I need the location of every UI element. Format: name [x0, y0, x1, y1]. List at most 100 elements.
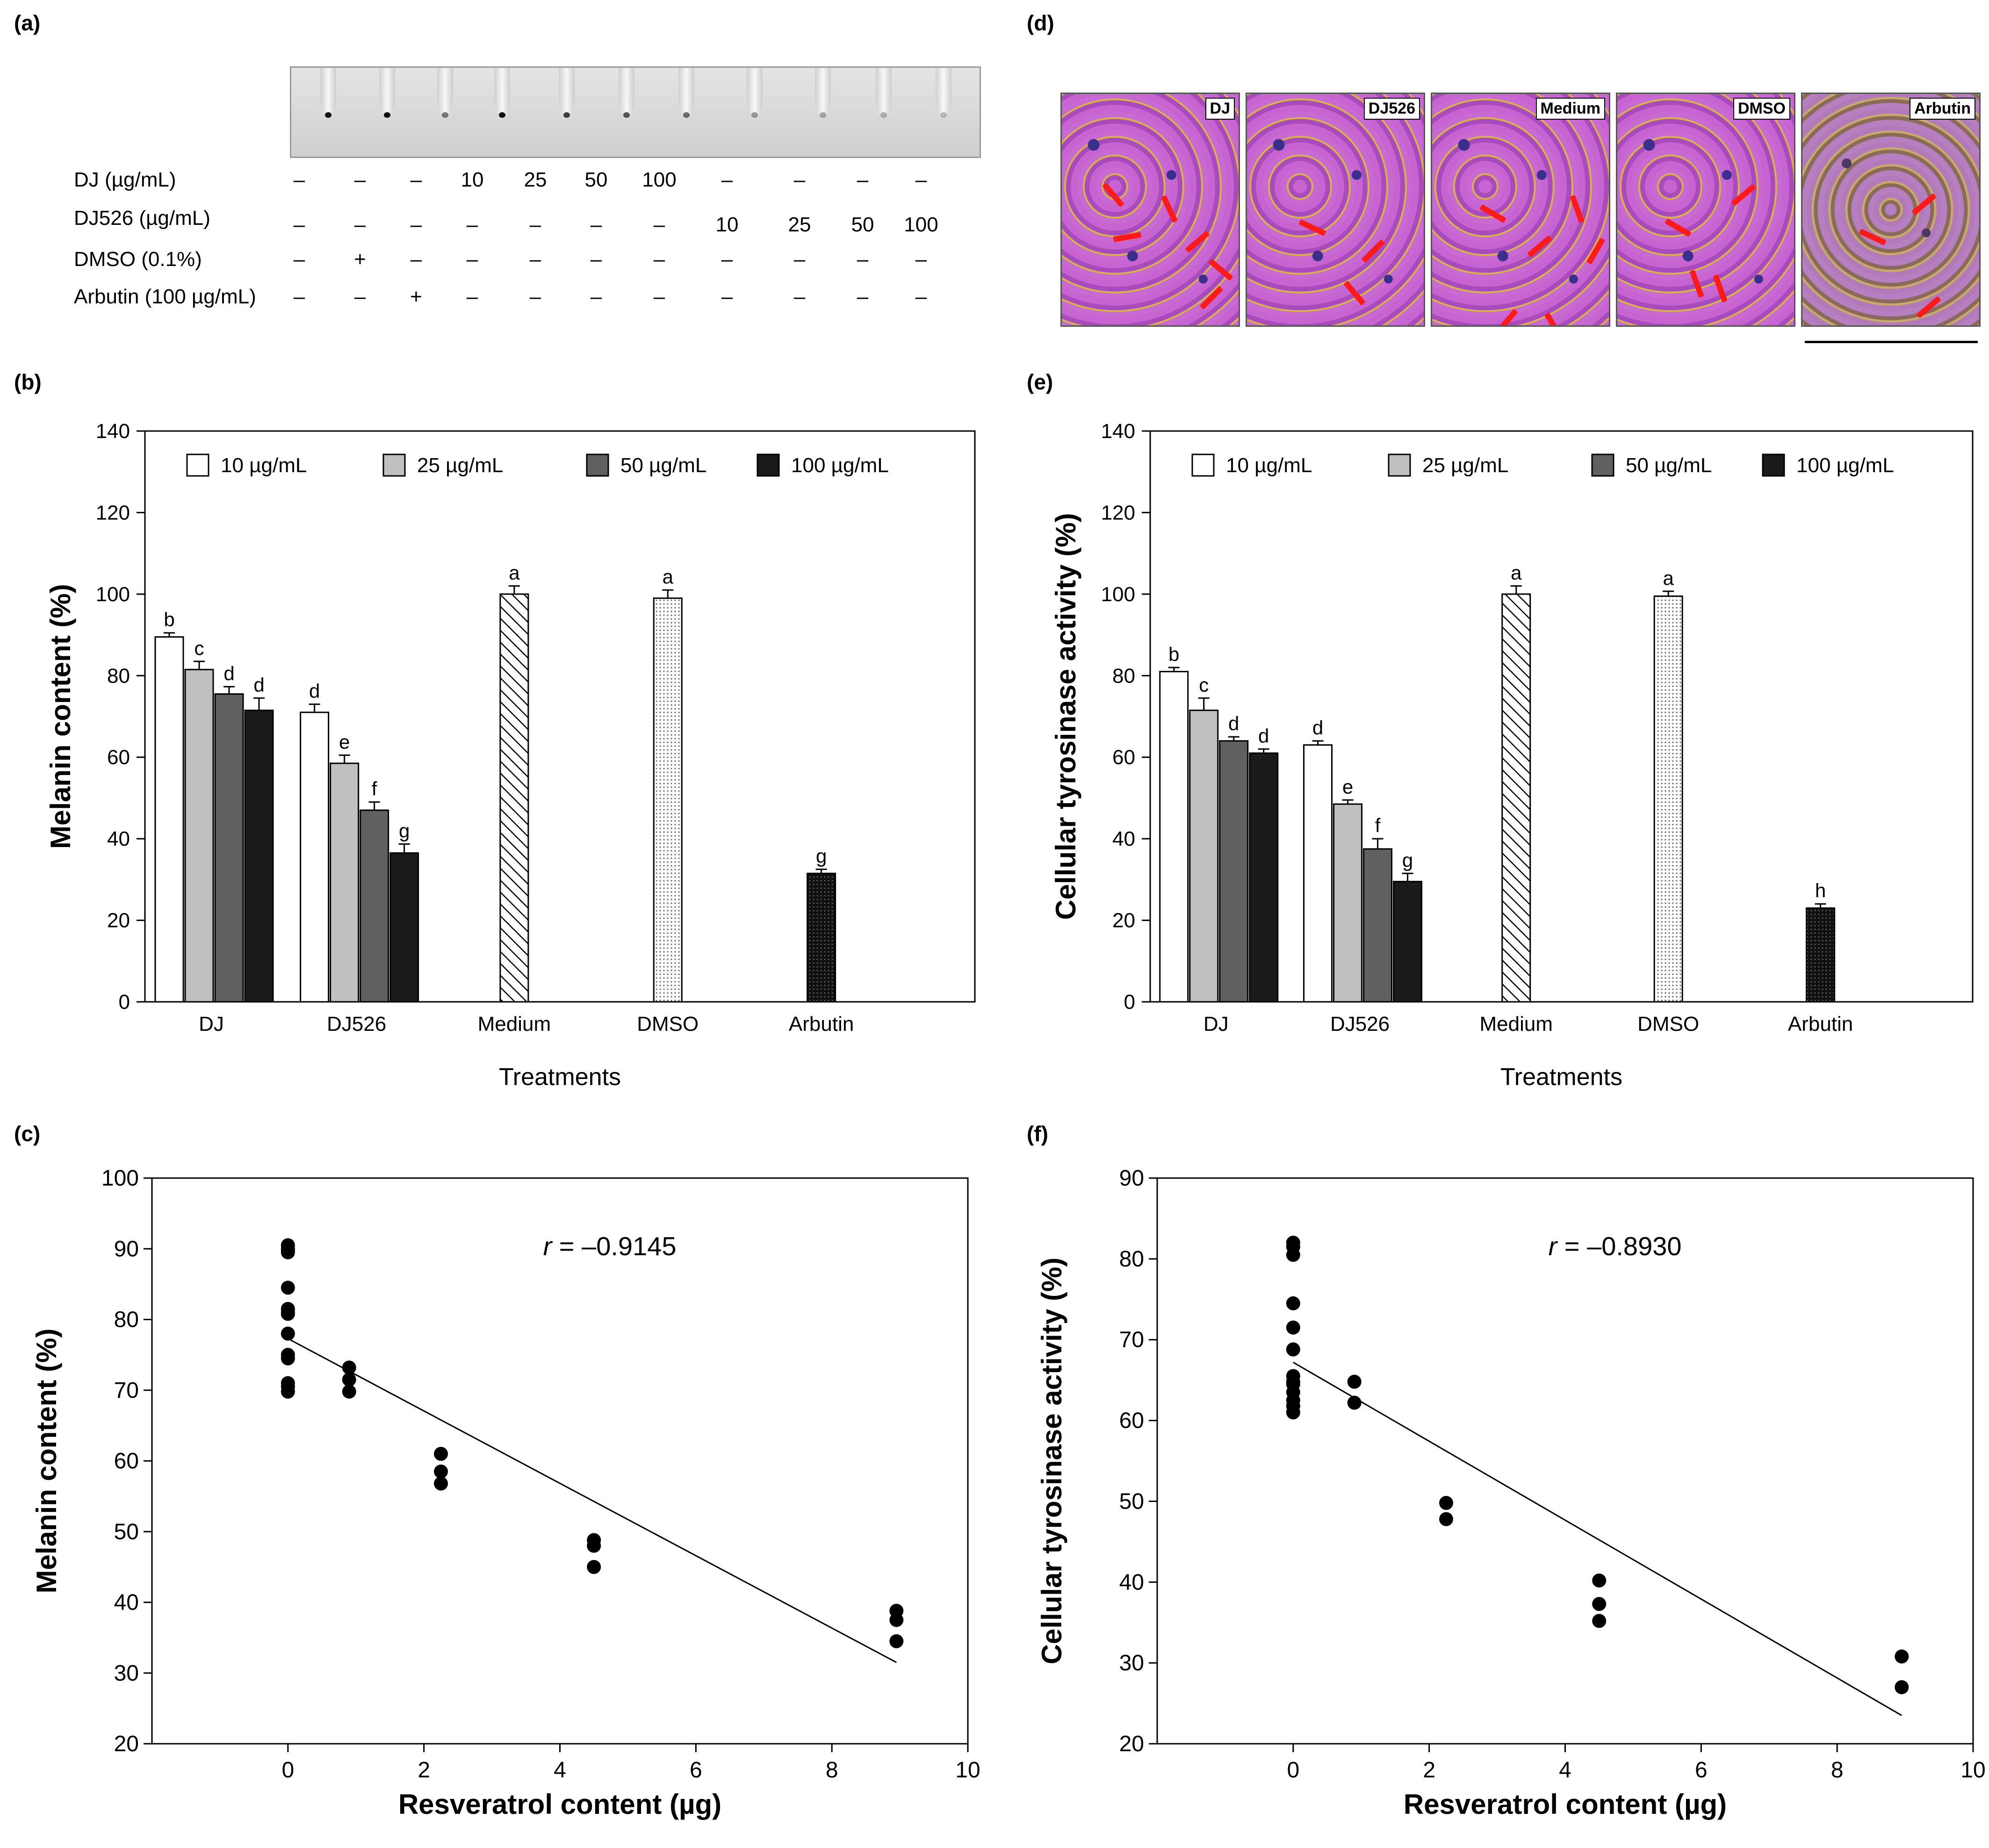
- legend-swatch: [382, 453, 406, 477]
- y-tick-label: 80: [1112, 664, 1135, 687]
- r-value: = –0.8930: [1557, 1231, 1681, 1261]
- panel-label-b: (b): [14, 370, 42, 394]
- y-tick-label: 40: [1112, 827, 1135, 850]
- micrograph-label: DJ: [1205, 98, 1235, 120]
- y-tick-label: 120: [1101, 501, 1135, 524]
- tube: [674, 68, 699, 129]
- y-tick-label: 60: [114, 1449, 139, 1474]
- bar: [244, 709, 274, 1003]
- tube: [375, 68, 400, 129]
- table-cell: –: [354, 285, 366, 308]
- scale-bar: [1805, 341, 1978, 343]
- data-point: [889, 1613, 904, 1627]
- y-tick-label: 0: [1124, 991, 1135, 1014]
- panel-label-d: (d): [1027, 11, 1054, 35]
- table-cell: 100: [904, 213, 938, 236]
- data-point: [434, 1464, 448, 1479]
- table-cell: –: [590, 213, 602, 236]
- table-row-label: Arbutin (100 µg/mL): [74, 285, 256, 308]
- legend-label: 25 µg/mL: [1422, 454, 1508, 477]
- legend-label: 50 µg/mL: [1626, 454, 1712, 477]
- tube: [931, 68, 956, 129]
- red-arrow-icon: [1731, 184, 1756, 206]
- data-point: [281, 1326, 295, 1341]
- plot-frame: [1156, 1177, 1974, 1745]
- correlation-annotation: r = –0.9145: [543, 1231, 677, 1261]
- legend-swatch: [1388, 453, 1411, 477]
- y-tick-label: 20: [1119, 1732, 1144, 1756]
- data-point: [1286, 1405, 1300, 1420]
- data-point: [1286, 1320, 1300, 1335]
- data-point: [1347, 1374, 1362, 1389]
- y-tick-label: 70: [114, 1378, 139, 1403]
- table-cell: 100: [642, 168, 677, 191]
- x-tick-label: 2: [418, 1758, 430, 1783]
- bar: [1333, 803, 1363, 1003]
- bar: [360, 809, 389, 1003]
- red-arrow-icon: [1689, 269, 1704, 298]
- data-point: [1439, 1512, 1454, 1526]
- y-tick-label: 30: [1119, 1651, 1144, 1675]
- bar: [184, 669, 214, 1003]
- x-axis-label: Treatments: [1500, 1064, 1622, 1091]
- y-tick-label: 60: [107, 746, 130, 769]
- red-arrow-icon: [1343, 280, 1366, 306]
- data-point: [281, 1242, 295, 1256]
- significance-letter: g: [816, 845, 827, 867]
- red-arrow-icon: [1665, 218, 1692, 237]
- y-axis-label: Cellular tyrosinase activity (%): [1050, 513, 1081, 920]
- bar: [1653, 595, 1683, 1003]
- bar: [389, 852, 419, 1003]
- table-cell: –: [293, 285, 305, 308]
- x-tick-label: 2: [1423, 1758, 1435, 1783]
- panel-label-e: (e): [1027, 370, 1053, 394]
- table-cell: –: [721, 168, 733, 191]
- table-cell: 50: [851, 213, 874, 236]
- bar: [154, 636, 184, 1003]
- bar: [807, 872, 836, 1003]
- significance-letter: b: [164, 609, 174, 631]
- significance-letter: d: [1258, 725, 1269, 747]
- regression-line: [288, 1338, 897, 1663]
- y-tick-label: 0: [119, 991, 130, 1014]
- x-category-label: DJ: [1203, 1013, 1229, 1035]
- significance-letter: d: [1228, 712, 1239, 734]
- table-cell: –: [529, 213, 541, 236]
- table-cell: –: [857, 168, 869, 191]
- significance-letter: e: [1342, 776, 1353, 798]
- significance-letter: c: [1199, 674, 1209, 696]
- bar: [1501, 593, 1531, 1003]
- legend-swatch: [1762, 453, 1785, 477]
- significance-letter: a: [1511, 561, 1522, 583]
- y-tick-label: 90: [114, 1237, 139, 1261]
- y-tick-label: 140: [96, 420, 130, 443]
- significance-letter: g: [1402, 849, 1413, 871]
- legend-label: 10 µg/mL: [221, 454, 307, 477]
- x-tick-label: 10: [955, 1758, 980, 1783]
- y-tick-label: 70: [1119, 1328, 1144, 1352]
- x-category-label: DJ: [199, 1013, 224, 1035]
- data-point: [281, 1280, 295, 1295]
- tube: [432, 68, 458, 129]
- x-category-label: DMSO: [1637, 1013, 1699, 1035]
- y-tick-label: 50: [1119, 1489, 1144, 1514]
- red-arrow-icon: [1479, 204, 1506, 223]
- table-cell: –: [410, 168, 422, 191]
- y-tick-label: 50: [114, 1519, 139, 1544]
- table-cell: 25: [524, 168, 547, 191]
- data-point: [1439, 1496, 1454, 1510]
- y-tick-label: 30: [114, 1661, 139, 1686]
- table-cell: 50: [584, 168, 608, 191]
- table-cell: –: [915, 285, 927, 308]
- red-arrow-icon: [1916, 296, 1941, 318]
- data-point: [1286, 1248, 1300, 1262]
- data-point: [1895, 1680, 1909, 1694]
- x-axis-label: Treatments: [499, 1064, 621, 1091]
- significance-letter: f: [372, 778, 377, 800]
- data-point: [1286, 1374, 1300, 1389]
- regression-line: [1293, 1361, 1903, 1716]
- data-point: [1592, 1573, 1607, 1588]
- tube: [490, 68, 515, 129]
- data-point: [434, 1476, 448, 1491]
- table-cell: –: [354, 213, 366, 236]
